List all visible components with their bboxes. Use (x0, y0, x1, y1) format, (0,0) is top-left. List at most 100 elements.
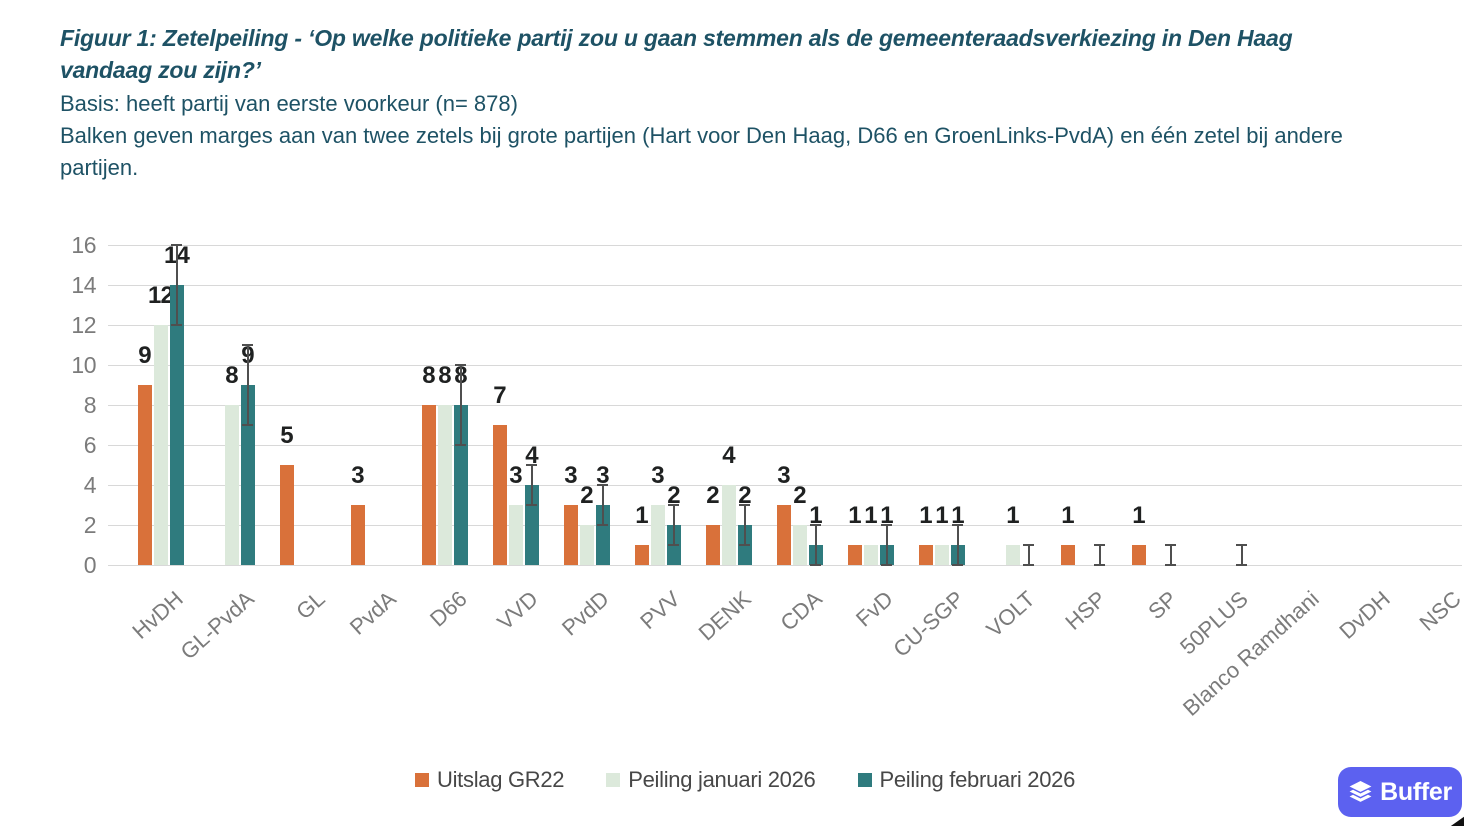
bar-value-label-HSP: 1 (1061, 502, 1074, 529)
bar-value-label-DENK: 2 (706, 482, 719, 509)
legend-item-uitslag-gr22: Uitslag GR22 (415, 767, 565, 793)
legend-label-peiling-januari: Peiling januari 2026 (628, 767, 816, 792)
bar-value-label-SP: 1 (1132, 502, 1145, 529)
error-bar-cap-top-HSP (1094, 544, 1105, 546)
bar-peiling-januari-2026-VVD (508, 505, 523, 565)
bar-peiling-februari-2026-HvDH (169, 285, 184, 565)
error-bar-CDA (814, 525, 817, 565)
bar-uitslag-gr22-DENK (705, 525, 720, 565)
error-bar-cap-bottom-D66 (455, 444, 466, 446)
bar-peiling-januari-2026-D66 (437, 405, 452, 565)
bar-uitslag-gr22-PVV (634, 545, 649, 565)
error-bar-cap-top-CDA (810, 524, 821, 526)
error-bar-cap-top-PVV (668, 504, 679, 506)
bar-value-label-FvD: 1 (848, 502, 861, 529)
error-bar-50PLUS (1240, 545, 1243, 565)
bar-peiling-januari-2026-PvdD (579, 525, 594, 565)
error-bar-cap-top-VOLT (1023, 544, 1034, 546)
buffer-logo-badge[interactable]: Buffer (1338, 767, 1462, 817)
bar-peiling-februari-2026-PvdD (595, 505, 610, 565)
bar-peiling-januari-2026-CDA (792, 525, 807, 565)
gridline-8 (108, 405, 1462, 406)
error-bar-cap-bottom-GL-PvdA (242, 424, 253, 426)
error-bar-cap-top-50PLUS (1236, 544, 1247, 546)
chart-legend: Uitslag GR22 Peiling januari 2026 Peilin… (415, 767, 1075, 793)
legend-swatch-teal (857, 773, 872, 787)
bar-uitslag-gr22-CU-SGP (918, 545, 933, 565)
error-bar-GL-PvdA (246, 345, 249, 425)
bar-value-label-VVD: 3 (509, 462, 522, 489)
error-bar-cap-top-VVD (526, 464, 537, 466)
bar-value-label-PvdD: 2 (580, 482, 593, 509)
bar-uitslag-gr22-PvdD (563, 505, 578, 565)
y-tick-label-4: 4 (83, 472, 97, 498)
bar-value-label-CU-SGP: 1 (951, 502, 964, 529)
y-tick-label-12: 12 (71, 312, 96, 338)
error-bar-cap-bottom-VVD (526, 504, 537, 506)
bar-value-label-D66: 8 (438, 362, 451, 389)
error-bar-HSP (1098, 545, 1101, 565)
bar-value-label-DENK: 4 (722, 442, 735, 469)
error-bar-cap-top-DENK (739, 504, 750, 506)
bar-uitslag-gr22-HvDH (137, 385, 152, 565)
error-bar-FvD (885, 525, 888, 565)
bar-peiling-januari-2026-FvD (863, 545, 878, 565)
gridline-4 (108, 485, 1462, 486)
legend-item-peiling-februari: Peiling februari 2026 (857, 767, 1075, 793)
gridline-6 (108, 445, 1462, 446)
bar-peiling-januari-2026-DENK (721, 485, 736, 565)
error-bar-cap-top-PvdD (597, 484, 608, 486)
bar-peiling-januari-2026-HvDH (153, 325, 168, 565)
legend-item-peiling-januari: Peiling januari 2026 (606, 767, 816, 793)
y-tick-label-10: 10 (71, 352, 96, 378)
error-bar-cap-bottom-CU-SGP (952, 564, 963, 566)
gridline-10 (108, 365, 1462, 366)
bar-value-label-D66: 8 (422, 362, 435, 389)
bar-value-label-VVD: 7 (493, 382, 506, 409)
error-bar-PVV (672, 505, 675, 545)
error-bar-cap-bottom-DENK (739, 544, 750, 546)
bar-value-label-GL-PvdA: 8 (225, 362, 238, 389)
bar-value-label-VOLT: 1 (1006, 502, 1019, 529)
error-bar-SP (1169, 545, 1172, 565)
error-bar-cap-top-CU-SGP (952, 524, 963, 526)
error-bar-cap-top-HvDH (171, 244, 182, 246)
legend-swatch-lightgreen (606, 773, 621, 787)
error-bar-VVD (530, 465, 533, 505)
bar-value-label-CDA: 2 (793, 482, 806, 509)
y-tick-label-6: 6 (83, 432, 97, 458)
figure-basis: Basis: heeft partij van eerste voorkeur … (60, 91, 518, 116)
bar-uitslag-gr22-CDA (776, 505, 791, 565)
gridline-14 (108, 285, 1462, 286)
gridline-12 (108, 325, 1462, 326)
bar-value-label-CU-SGP: 1 (935, 502, 948, 529)
figure-header: Figuur 1: Zetelpeiling - ‘Op welke polit… (60, 22, 1390, 184)
bar-value-label-CDA: 3 (777, 462, 790, 489)
bar-uitslag-gr22-HSP (1060, 545, 1075, 565)
y-tick-label-8: 8 (83, 392, 97, 418)
bar-uitslag-gr22-FvD (847, 545, 862, 565)
bar-value-label-PvdD: 3 (564, 462, 577, 489)
error-bar-PvdD (601, 485, 604, 525)
bar-peiling-januari-2026-VOLT (1005, 545, 1020, 565)
legend-swatch-orange (415, 773, 429, 787)
bar-peiling-januari-2026-PVV (650, 505, 665, 565)
gridline-0 (108, 565, 1462, 566)
bar-uitslag-gr22-VVD (492, 425, 507, 565)
buffer-label: Buffer (1380, 777, 1452, 806)
error-bar-cap-top-FvD (881, 524, 892, 526)
error-bar-cap-bottom-HvDH (171, 324, 182, 326)
bar-value-label-VVD: 4 (525, 442, 538, 469)
error-bar-cap-bottom-PvdD (597, 524, 608, 526)
bar-uitslag-gr22-PvdA (350, 505, 365, 565)
bar-value-label-PvdA: 3 (351, 462, 364, 489)
bar-value-label-CU-SGP: 1 (919, 502, 932, 529)
error-bar-cap-top-D66 (455, 364, 466, 366)
buffer-icon (1349, 780, 1372, 802)
legend-label-uitslag-gr22: Uitslag GR22 (437, 767, 565, 792)
error-bar-cap-bottom-VOLT (1023, 564, 1034, 566)
bar-value-label-FvD: 1 (880, 502, 893, 529)
bar-value-label-HvDH: 9 (138, 342, 151, 369)
y-tick-label-14: 14 (71, 272, 96, 298)
bar-uitslag-gr22-GL (279, 465, 294, 565)
